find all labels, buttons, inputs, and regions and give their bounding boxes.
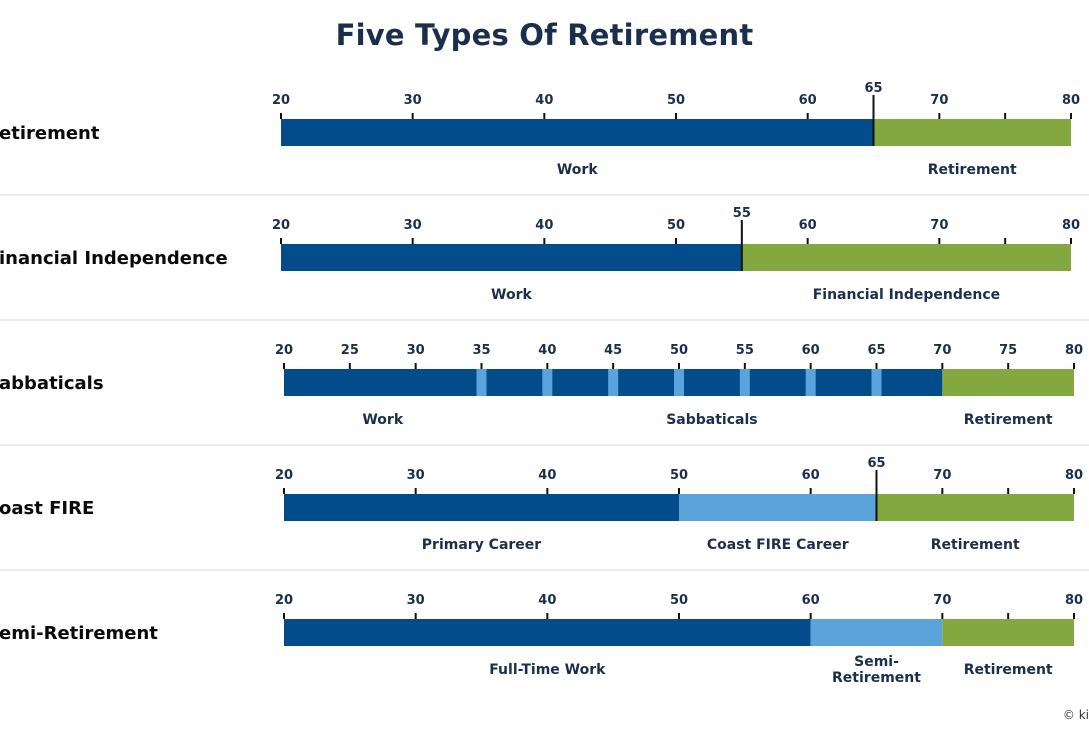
tick-label: 60	[799, 218, 817, 233]
segment-bar-retirement	[876, 494, 1074, 521]
segment-bar-semi-retirement	[810, 619, 943, 646]
segment-bar-work	[284, 369, 482, 396]
segment-bar-retirement	[942, 619, 1074, 646]
tick-label: 25	[341, 343, 359, 358]
segment-bar-sabbaticals	[481, 369, 943, 396]
tick-label: 50	[667, 93, 685, 108]
segment-label-line: Retirement	[832, 670, 921, 686]
segment-bar-full-time-work	[284, 619, 811, 646]
milestone-label: 65	[864, 81, 882, 96]
segment-label-retirement: Retirement	[928, 162, 1017, 178]
tick-label: 70	[930, 93, 948, 108]
segment-label-work: Work	[557, 162, 598, 178]
page-title: Five Types Of Retirement	[335, 18, 754, 52]
milestone-label: 65	[867, 456, 885, 471]
segment-label-retirement: Retirement	[964, 662, 1053, 678]
tick-label: 30	[407, 343, 425, 358]
tick-label: 50	[667, 218, 685, 233]
tick-label: 40	[535, 93, 553, 108]
tick-label: 35	[472, 343, 490, 358]
segment-label-sabbaticals: Sabbaticals	[666, 412, 757, 428]
tick-label: 60	[802, 468, 820, 483]
segment-label-primary-career: Primary Career	[422, 537, 542, 553]
segment-label-line: Semi-	[854, 654, 899, 670]
row-label: inancial Independence	[0, 248, 228, 269]
sabbatical-marker	[608, 369, 619, 396]
sabbatical-marker	[805, 369, 816, 396]
sabbatical-marker	[739, 369, 750, 396]
segment-bar-financial-independence	[741, 244, 1071, 271]
tick-label: 60	[802, 343, 820, 358]
segment-bar-work	[281, 119, 874, 146]
sabbatical-marker	[476, 369, 487, 396]
segment-bar-coast-fire-career	[679, 494, 877, 521]
tick-label: 30	[407, 593, 425, 608]
tick-label: 50	[670, 468, 688, 483]
tick-label: 70	[930, 218, 948, 233]
tick-label: 20	[272, 93, 290, 108]
sabbatical-marker	[674, 369, 684, 396]
tick-label: 55	[736, 343, 754, 358]
tick-label: 65	[867, 343, 885, 358]
sabbatical-marker	[542, 369, 553, 396]
segment-label-financial-independence: Financial Independence	[813, 287, 1000, 303]
tick-label: 70	[933, 593, 951, 608]
tick-label: 80	[1062, 93, 1080, 108]
tick-label: 20	[275, 468, 293, 483]
tick-label: 30	[407, 468, 425, 483]
segment-bar-retirement	[942, 369, 1074, 396]
segment-label-semi-retirement: Semi-Retirement	[832, 654, 921, 686]
tick-label: 50	[670, 593, 688, 608]
tick-label: 60	[799, 93, 817, 108]
segment-label-work: Work	[362, 412, 403, 428]
segment-label-retirement: Retirement	[931, 537, 1020, 553]
tick-label: 80	[1065, 468, 1083, 483]
tick-label: 40	[538, 468, 556, 483]
row-label: abbaticals	[0, 373, 104, 394]
tick-label: 45	[604, 343, 622, 358]
row-label: etirement	[0, 123, 100, 144]
segment-label-full-time-work: Full-Time Work	[489, 662, 606, 678]
tick-label: 80	[1065, 343, 1083, 358]
sabbatical-marker	[871, 369, 882, 396]
segment-label-retirement: Retirement	[964, 412, 1053, 428]
segment-bar-primary-career	[284, 494, 679, 521]
row-label: emi-Retirement	[0, 623, 158, 644]
tick-label: 70	[933, 468, 951, 483]
segment-bar-work	[281, 244, 742, 271]
tick-label: 80	[1065, 593, 1083, 608]
tick-label: 50	[670, 343, 688, 358]
segment-label-coast-fire-career: Coast FIRE Career	[707, 537, 849, 553]
tick-label: 30	[404, 218, 422, 233]
tick-label: 40	[538, 593, 556, 608]
segment-bar-retirement	[873, 119, 1071, 146]
segment-label-work: Work	[491, 287, 532, 303]
tick-label: 60	[802, 593, 820, 608]
tick-label: 20	[275, 593, 293, 608]
tick-label: 40	[538, 343, 556, 358]
tick-label: 20	[275, 343, 293, 358]
tick-label: 70	[933, 343, 951, 358]
credit-text: © ki	[1062, 708, 1089, 722]
milestone-label: 55	[733, 206, 751, 221]
tick-label: 75	[999, 343, 1017, 358]
row-label: oast FIRE	[0, 498, 94, 519]
tick-label: 20	[272, 218, 290, 233]
tick-label: 80	[1062, 218, 1080, 233]
tick-label: 30	[404, 93, 422, 108]
tick-label: 40	[535, 218, 553, 233]
